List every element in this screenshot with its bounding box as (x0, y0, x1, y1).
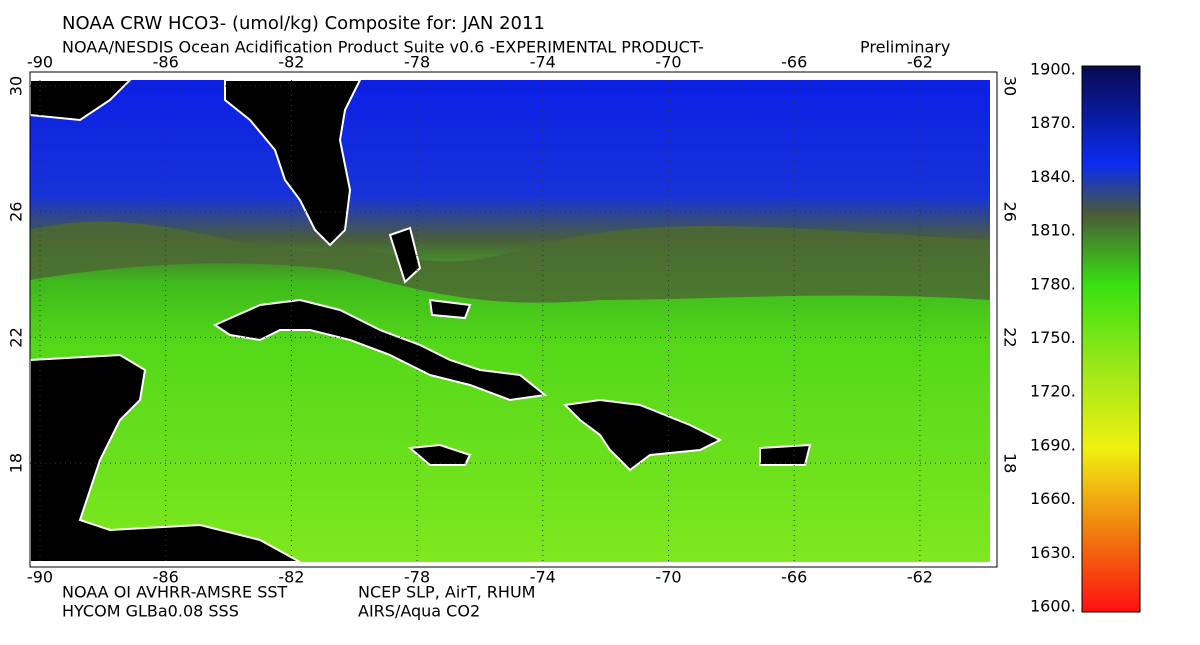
map-area (30, 80, 990, 562)
bahamas (428, 298, 472, 320)
colorbar-label: 1600. (1030, 597, 1076, 616)
lon-label: -82 (278, 53, 304, 72)
lon-label: -70 (655, 568, 681, 587)
cuba (212, 298, 548, 402)
lat-label: 22 (7, 327, 26, 347)
map-frame (29, 71, 998, 568)
lon-label: -82 (278, 568, 304, 587)
subtitle: NOAA/NESDIS Ocean Acidification Product … (62, 38, 704, 57)
lon-label: -86 (153, 568, 179, 587)
lon-label: -62 (907, 53, 933, 72)
labels: -90 -90 -86 -86 -82 -82 -78 -78 -74 -74 -70 -70 -66 -… (7, 53, 1076, 616)
lon-label: -78 (404, 568, 430, 587)
title: NOAA CRW HCO3- (umol/kg) Composite for: … (62, 13, 545, 34)
source: AIRS/Aqua CO2 (358, 602, 480, 621)
colorbar-label: 1690. (1030, 435, 1076, 454)
colorbar (1081, 65, 1141, 613)
lon-label: -62 (907, 568, 933, 587)
puerto-rico (759, 443, 812, 466)
lat-label: 18 (7, 453, 26, 473)
lat-label: 18 (1001, 453, 1020, 473)
lat-label: 26 (1001, 202, 1020, 222)
lat-label: 22 (1001, 327, 1020, 347)
lon-label: -90 (27, 53, 53, 72)
source: NCEP SLP, AirT, RHUM (358, 583, 535, 602)
lon-label: -70 (655, 53, 681, 72)
hispaniola (562, 398, 723, 472)
status: Preliminary (860, 38, 950, 57)
colorbar-label: 1900. (1030, 60, 1076, 79)
lon-label: -90 (27, 568, 53, 587)
colorbar-label: 1660. (1030, 489, 1076, 508)
lat-label: 30 (7, 76, 26, 96)
colorbar-label: 1810. (1030, 221, 1076, 240)
lat-label: 26 (7, 202, 26, 222)
central-america (30, 353, 301, 562)
colorbar-label: 1840. (1030, 167, 1076, 186)
source: NOAA OI AVHRR-AMSRE SST (62, 583, 288, 602)
lon-label: -78 (404, 53, 430, 72)
colorbar-label: 1870. (1030, 113, 1076, 132)
lon-label: -66 (781, 568, 807, 587)
lon-label: -74 (530, 568, 556, 587)
colorbar-label: 1630. (1030, 543, 1076, 562)
colorbar-label: 1750. (1030, 328, 1076, 347)
colorbar-label: 1780. (1030, 274, 1076, 293)
colorbar-label: 1720. (1030, 382, 1076, 401)
florida (224, 80, 362, 247)
source: HYCOM GLBa0.08 SSS (62, 602, 239, 621)
lon-label: -86 (153, 53, 179, 72)
ocean (30, 80, 990, 562)
jamaica (407, 443, 472, 466)
louisiana (30, 80, 132, 122)
bahamas (388, 226, 422, 284)
lat-label: 30 (1001, 76, 1020, 96)
lon-label: -66 (781, 53, 807, 72)
graticule (30, 80, 990, 562)
lon-label: -74 (530, 53, 556, 72)
olive-band (30, 221, 990, 303)
